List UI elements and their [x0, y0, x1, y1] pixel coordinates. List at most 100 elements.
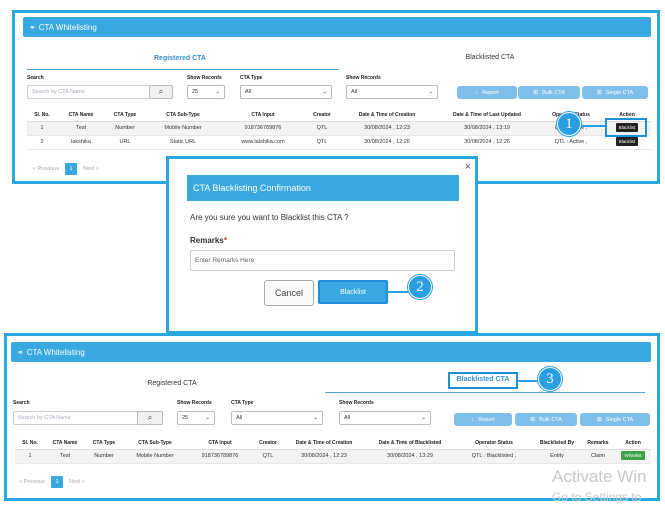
- blacklisted-cta-table: Sl. No. CTA Name CTA Type CTA Sub-Type C…: [15, 437, 651, 464]
- step-1-badge: 1: [557, 112, 581, 136]
- col-cta-input: CTA Input: [187, 437, 253, 450]
- show-records-label: Show Records: [187, 75, 222, 81]
- cell: Mobile Number: [123, 449, 187, 464]
- plus-icon: ⊞: [530, 417, 536, 423]
- panel-title: CTA Whitelisting: [38, 22, 97, 32]
- action-cell: Blacklist: [603, 135, 651, 150]
- cell: 30/08/2024 , 12:23: [283, 449, 365, 464]
- search-input[interactable]: Search by CTA Name: [27, 85, 159, 99]
- cell: QTL : Blacklisted ,: [455, 449, 533, 464]
- bulk-cta-button[interactable]: ⊞ Bulk CTA: [518, 86, 580, 99]
- col-last-updated: Date & Time of Last Updated: [435, 109, 539, 122]
- cell: 30/08/2024 , 12:23: [339, 121, 435, 136]
- modal-question: Are you sure you want to Blacklist this …: [190, 213, 349, 222]
- chevron-down-icon: ⌄: [313, 415, 318, 421]
- search-input[interactable]: Search by CTA Name: [13, 411, 145, 425]
- link-icon: ⚭: [29, 22, 36, 32]
- col-creator: Creator: [305, 109, 339, 122]
- show-records-select-2[interactable]: All ⌄: [346, 85, 438, 99]
- col-cta-name: CTA Name: [57, 109, 105, 122]
- cell: QTL: [305, 121, 339, 136]
- step-3-connector: [516, 380, 542, 382]
- single-cta-button[interactable]: ⊞ Single CTA: [582, 86, 648, 99]
- search-label: Search: [27, 75, 44, 81]
- page-1[interactable]: 1: [51, 476, 63, 488]
- report-button[interactable]: ↓ Report: [457, 86, 517, 99]
- page-1[interactable]: 1: [65, 163, 77, 175]
- table-row: 1 Test Number Mobile Number 918736789876…: [15, 449, 651, 464]
- cta-type-select[interactable]: All ⌄: [240, 85, 332, 99]
- cta-type-label: CTA Type: [231, 400, 254, 406]
- step-1-connector: [580, 125, 606, 127]
- col-blacklisted-at: Date & Time of Blacklisted: [365, 437, 455, 450]
- tab-registered-cta[interactable]: Registered CTA: [147, 380, 197, 387]
- tab-underline: [325, 392, 645, 393]
- search-button[interactable]: ⌕: [137, 411, 163, 425]
- blacklisted-cta-panel: ⚭ CTA Whitelisting Registered CTA Blackl…: [4, 333, 660, 501]
- blacklist-button[interactable]: Blacklist: [615, 123, 639, 132]
- report-label: Report: [482, 89, 499, 96]
- cell: URL: [105, 135, 145, 150]
- col-cta-type: CTA Type: [85, 437, 123, 450]
- tab-registered-cta[interactable]: Registered CTA: [154, 55, 206, 62]
- col-action: Action: [615, 437, 651, 450]
- blacklist-button[interactable]: Blacklist: [615, 137, 639, 146]
- panel-header: ⚭ CTA Whitelisting: [23, 17, 651, 37]
- registered-cta-panel: ⚭ CTA Whitelisting Registered CTA Blackl…: [12, 10, 660, 184]
- blacklist-confirmation-modal: × CTA Blacklisting Confirmation Are you …: [166, 156, 478, 334]
- search-label: Search: [13, 400, 30, 406]
- search-icon: ⌕: [158, 87, 164, 96]
- bulk-cta-button[interactable]: ⊞ Bulk CTA: [515, 413, 577, 426]
- remarks-label-text: Remarks: [190, 236, 224, 245]
- registered-cta-table: Sl. No. CTA Name CTA Type CTA Sub-Type C…: [27, 109, 651, 150]
- col-operator-status: Operator Status: [455, 437, 533, 450]
- activation-watermark-line2: Go to Settings to: [552, 490, 642, 504]
- confirm-blacklist-button[interactable]: Blacklist: [318, 280, 388, 304]
- next-link[interactable]: Next »: [69, 479, 85, 485]
- modal-title: CTA Blacklisting Confirmation: [187, 175, 459, 201]
- plus-icon: ⊞: [596, 90, 602, 96]
- cell: Mobile Number: [145, 121, 221, 136]
- cell: QTL: [305, 135, 339, 150]
- tab-blacklisted-cta[interactable]: Blacklisted CTA: [448, 372, 518, 389]
- tab-blacklisted-cta[interactable]: Blacklisted CTA: [465, 54, 515, 61]
- cancel-button[interactable]: Cancel: [264, 280, 314, 306]
- search-icon: ⌕: [147, 413, 153, 422]
- cta-type-label: CTA Type: [240, 75, 263, 81]
- remarks-input[interactable]: Enter Remarks Here: [190, 250, 455, 271]
- cell: 30/08/2024 , 13:19: [435, 121, 539, 136]
- whitelist-button[interactable]: Whitelist: [621, 451, 645, 460]
- highlight-blacklist-action: [605, 118, 647, 137]
- close-icon[interactable]: ×: [464, 161, 471, 173]
- cell: 2: [27, 135, 57, 150]
- cell: 30/08/2024 , 12:26: [339, 135, 435, 150]
- report-button[interactable]: ↓ Report: [454, 413, 512, 426]
- single-cta-button[interactable]: ⊞ Single CTA: [580, 413, 650, 426]
- cta-type-value: All: [245, 89, 252, 95]
- chevron-down-icon: ⌄: [421, 415, 426, 421]
- show-records-select[interactable]: 25 ⌄: [187, 85, 225, 99]
- show-records-value-2: All: [344, 415, 351, 421]
- cell: www.lalshika.com: [221, 135, 305, 150]
- panel-title: CTA Whitelisting: [26, 347, 85, 357]
- col-remarks: Remarks: [581, 437, 615, 450]
- show-records-select-2[interactable]: All ⌄: [339, 411, 431, 425]
- cell: Claim: [581, 449, 615, 464]
- plus-icon: ⊞: [533, 90, 539, 96]
- step-3-badge: 3: [538, 367, 562, 391]
- cell: Static URL: [145, 135, 221, 150]
- col-cta-type: CTA Type: [105, 109, 145, 122]
- search-button[interactable]: ⌕: [149, 85, 173, 99]
- pagination: « Previous 1 Next »: [33, 163, 99, 175]
- cta-type-select[interactable]: All ⌄: [231, 411, 323, 425]
- single-cta-label: Single CTA: [605, 416, 634, 423]
- chevron-down-icon: ⌄: [322, 89, 327, 95]
- chevron-down-icon: ⌄: [428, 89, 433, 95]
- previous-link[interactable]: « Previous: [19, 479, 45, 485]
- cell: QTL : Active ,: [539, 135, 603, 150]
- previous-link[interactable]: « Previous: [33, 166, 59, 172]
- report-label: Report: [478, 416, 495, 423]
- cell: 30/08/2024 , 13:29: [365, 449, 455, 464]
- next-link[interactable]: Next »: [83, 166, 99, 172]
- show-records-select[interactable]: 25 ⌄: [177, 411, 215, 425]
